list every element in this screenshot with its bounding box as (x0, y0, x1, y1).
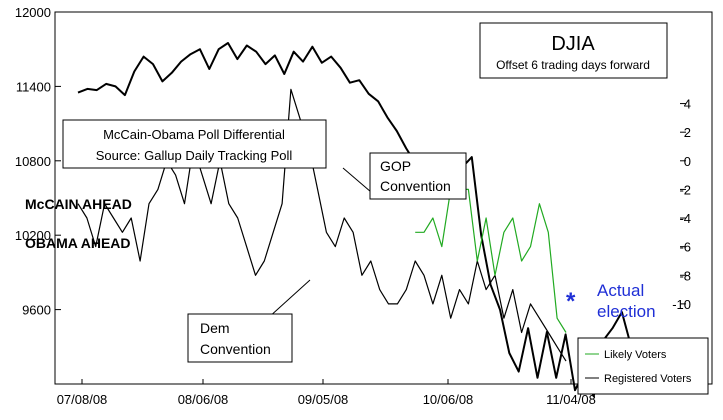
x-tick-label: 09/05/08 (298, 392, 349, 407)
djia-subtitle: Offset 6 trading days forward (496, 58, 650, 72)
gop-callout-line2: Convention (380, 178, 451, 194)
djia-box (479, 22, 668, 79)
right-tick-label: 4 (684, 97, 691, 112)
legend-box (577, 337, 709, 395)
actual-election-line2: election (597, 302, 656, 321)
dem-callout-line1: Dem (200, 320, 230, 336)
x-tick-label: 10/06/08 (423, 392, 474, 407)
dem-callout-line (267, 279, 311, 319)
x-axis: 07/08/08 08/06/08 09/05/08 10/06/08 11/04/08 (57, 379, 596, 407)
left-y-axis: 12000 11400 10800 10200 9600 (15, 5, 61, 318)
gop-callout-box (369, 152, 467, 200)
registered-voters-line (77, 88, 567, 362)
right-tick-label: -2 (679, 182, 691, 197)
right-tick-label: -6 (679, 240, 691, 255)
poll-source-box (62, 119, 327, 169)
poll-source-line1: McCain-Obama Poll Differential (103, 127, 285, 142)
left-tick-label: 11400 (16, 79, 51, 94)
left-tick-label: 10200 (15, 228, 51, 243)
djia-line (77, 42, 651, 398)
right-y-axis: 4 2 0 -2 -4 -6 -8 -10 (672, 97, 691, 312)
poll-source-line2: Source: Gallup Daily Tracking Poll (96, 148, 293, 163)
right-tick-label: -10 (672, 297, 691, 312)
djia-title: DJIA (551, 33, 595, 55)
x-tick-label: 08/06/08 (178, 392, 229, 407)
likely-voters-line (415, 188, 567, 333)
left-tick-label: 10800 (15, 154, 51, 169)
x-tick-label: 07/08/08 (57, 392, 108, 407)
x-tick-label: 11/04/08 (546, 392, 596, 407)
series-layer (77, 42, 651, 398)
right-tick-label: 0 (684, 154, 691, 169)
legend-label-likely: Likely Voters (604, 349, 667, 361)
right-tick-label: -8 (679, 268, 691, 283)
gop-callout-line1: GOP (380, 158, 411, 174)
plot-frame (54, 11, 713, 385)
dem-callout-line2: Convention (200, 341, 271, 357)
election-marker: * (566, 288, 576, 315)
right-tick-label: -4 (679, 211, 691, 226)
legend-label-registered: Registered Voters (604, 373, 692, 385)
actual-election-line1: Actual (597, 281, 644, 300)
left-tick-label: 12000 (15, 5, 51, 20)
dem-callout-box (187, 313, 293, 363)
mccain-ahead-label: McCAIN AHEAD (25, 196, 132, 212)
left-tick-label: 9600 (22, 303, 51, 318)
right-tick-label: 2 (684, 125, 691, 140)
obama-ahead-label: OBAMA AHEAD (25, 235, 131, 251)
